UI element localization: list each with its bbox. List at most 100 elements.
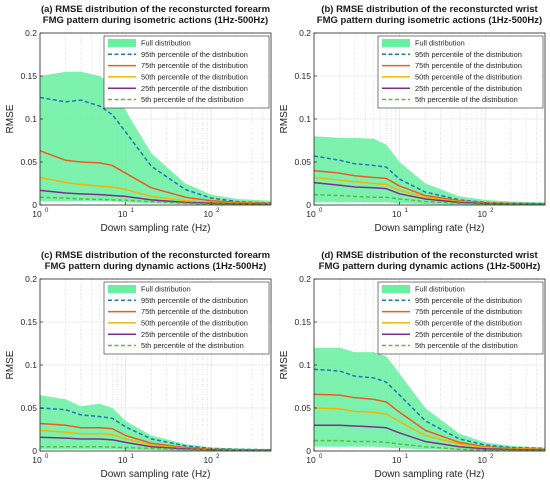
y-tick-label: 0 <box>32 200 37 210</box>
series-p25-line <box>314 424 546 451</box>
series-p5-line <box>39 196 272 206</box>
legend-label-p5: 5th percentile of the distribution <box>415 95 518 104</box>
x-axis-label: Down sampling rate (Hz) <box>100 223 210 234</box>
panel-title-line: (b) RMSE distribution of the reconsturct… <box>321 4 538 15</box>
panel-title-line: FMG pattern during isometric actions (1H… <box>317 15 542 26</box>
legend-label-full: Full distribution <box>415 39 465 48</box>
legend-label-p50: 50th percentile of the distribution <box>141 73 248 82</box>
panel-b: (b) RMSE distribution of the reconsturct… <box>279 4 546 234</box>
series-p95-line <box>313 368 546 450</box>
y-tick-label: 0.05 <box>294 157 311 167</box>
series-p5-line <box>40 445 272 452</box>
y-tick-label: 0.1 <box>299 360 311 370</box>
x-axis-label: Down sampling rate (Hz) <box>100 469 210 480</box>
legend-label-full: Full distribution <box>141 39 191 48</box>
panel-title-line: (d) RMSE distribution of the reconsturct… <box>321 250 538 261</box>
panel-d: (d) RMSE distribution of the reconsturct… <box>279 250 546 480</box>
y-tick-label: 0.05 <box>20 157 37 167</box>
y-tick-label: 0.15 <box>294 317 311 327</box>
legend-label-p95: 95th percentile of the distribution <box>415 296 522 305</box>
y-tick-label: 0.1 <box>299 114 311 124</box>
series-p25-line <box>39 436 272 452</box>
panel-a: (a) RMSE distribution of the reconsturct… <box>5 4 272 234</box>
x-axis-label: Down sampling rate (Hz) <box>374 469 484 480</box>
legend-label-p25: 25th percentile of the distribution <box>415 330 522 339</box>
y-tick-label: 0 <box>306 446 311 456</box>
legend-label-full: Full distribution <box>141 285 191 294</box>
panel-c: (c) RMSE distribution of the reconsturct… <box>5 250 272 480</box>
x-tick-label-base: 10 <box>306 209 316 219</box>
y-tick-label: 0.1 <box>25 114 37 124</box>
x-tick-label-base: 10 <box>118 455 128 465</box>
legend-label-p25: 25th percentile of the distribution <box>141 84 248 93</box>
x-tick-label-base: 10 <box>477 455 487 465</box>
x-tick-label-exponent: 2 <box>216 454 220 460</box>
legend-box <box>377 35 544 109</box>
legend-label-p75: 75th percentile of the distribution <box>141 307 248 316</box>
legend-swatch-full <box>108 39 136 47</box>
legend-label-p50: 50th percentile of the distribution <box>415 319 522 328</box>
x-tick-label-base: 10 <box>392 209 402 219</box>
legend-label-full: Full distribution <box>415 285 465 294</box>
series-p25-line <box>39 189 272 205</box>
series-p95-line <box>39 96 272 205</box>
legend-label-p25: 25th percentile of the distribution <box>141 330 248 339</box>
x-tick-label-exponent: 1 <box>405 454 409 460</box>
series-p75-line <box>39 150 272 205</box>
y-tick-label: 0.15 <box>20 317 37 327</box>
x-tick-label-exponent: 2 <box>490 208 494 214</box>
x-tick-label-base: 10 <box>477 209 487 219</box>
series-p95-line <box>39 407 272 451</box>
legend-box <box>103 35 270 109</box>
legend-label-p75: 75th percentile of the distribution <box>141 61 248 70</box>
series-p5-line <box>313 193 546 206</box>
x-tick-label-exponent: 0 <box>319 454 323 460</box>
panel-title-line: FMG pattern during dynamic actions (1Hz-… <box>319 261 541 272</box>
legend-swatch-full <box>382 39 410 47</box>
x-tick-label-base: 10 <box>118 209 128 219</box>
x-tick-label-base: 10 <box>32 455 42 465</box>
y-axis-label: RMSE <box>279 104 290 133</box>
x-tick-label-exponent: 0 <box>319 208 323 214</box>
legend-label-p5: 5th percentile of the distribution <box>141 95 244 104</box>
legend-label-p5: 5th percentile of the distribution <box>415 341 518 350</box>
y-tick-label: 0.2 <box>25 274 37 284</box>
x-tick-label-base: 10 <box>392 455 402 465</box>
y-tick-label: 0.2 <box>299 274 311 284</box>
y-tick-label: 0 <box>306 200 311 210</box>
x-axis-label: Down sampling rate (Hz) <box>374 223 484 234</box>
legend-label-p50: 50th percentile of the distribution <box>415 73 522 82</box>
y-tick-label: 0.05 <box>20 403 37 413</box>
legend-label-p50: 50th percentile of the distribution <box>141 319 248 328</box>
panel-title-line: FMG pattern during isometric actions (1H… <box>43 15 268 26</box>
y-tick-label: 0.2 <box>25 28 37 38</box>
y-tick-label: 0.05 <box>294 403 311 413</box>
y-tick-label: 0.2 <box>299 28 311 38</box>
x-tick-label-exponent: 0 <box>45 208 49 214</box>
legend-label-p75: 75th percentile of the distribution <box>415 307 522 316</box>
x-tick-label-base: 10 <box>306 455 316 465</box>
series-p50-line <box>313 407 546 451</box>
y-tick-label: 0.1 <box>25 360 37 370</box>
y-tick-label: 0.15 <box>20 71 37 81</box>
y-tick-label: 0 <box>32 446 37 456</box>
legend-box <box>377 281 544 355</box>
y-axis-label: RMSE <box>5 350 16 379</box>
x-tick-label-exponent: 1 <box>405 208 409 214</box>
legend-label-p75: 75th percentile of the distribution <box>415 61 522 70</box>
legend-label-p95: 95th percentile of the distribution <box>415 50 522 59</box>
series-p5-line <box>314 439 546 452</box>
legend-label-p95: 95th percentile of the distribution <box>141 296 248 305</box>
full-distribution-band <box>40 395 271 451</box>
x-tick-label-exponent: 2 <box>490 454 494 460</box>
panel-title-line: FMG pattern during dynamic actions (1Hz-… <box>45 261 267 272</box>
series-p25-line <box>313 181 546 205</box>
full-distribution-band <box>314 347 545 451</box>
x-tick-label-base: 10 <box>203 455 213 465</box>
x-tick-label-exponent: 0 <box>45 454 49 460</box>
x-tick-label-exponent: 1 <box>131 454 135 460</box>
panel-title-line: (c) RMSE distribution of the reconsturct… <box>41 250 270 261</box>
x-tick-label-base: 10 <box>32 209 42 219</box>
x-tick-label-exponent: 1 <box>131 208 135 214</box>
